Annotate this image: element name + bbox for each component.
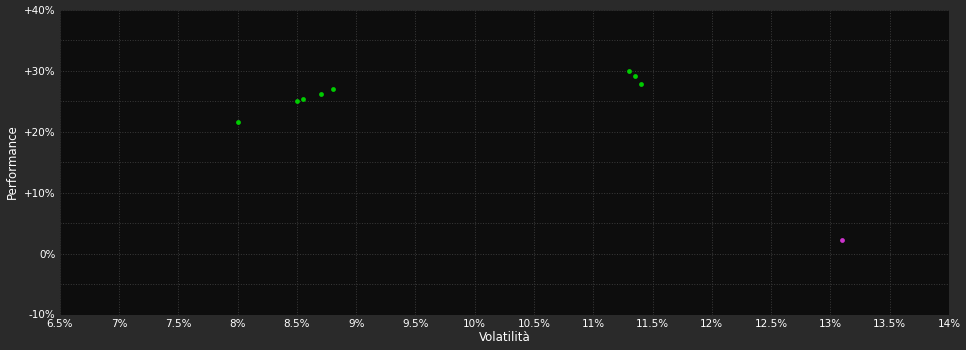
Point — [325, 86, 340, 92]
Point — [621, 68, 637, 74]
Point — [230, 120, 245, 125]
Point — [627, 73, 642, 79]
Point — [633, 81, 648, 87]
Point — [835, 237, 850, 243]
Point — [296, 96, 311, 101]
Y-axis label: Performance: Performance — [6, 125, 18, 200]
X-axis label: Volatilità: Volatilità — [478, 331, 530, 344]
Point — [289, 98, 304, 104]
Point — [313, 92, 328, 97]
